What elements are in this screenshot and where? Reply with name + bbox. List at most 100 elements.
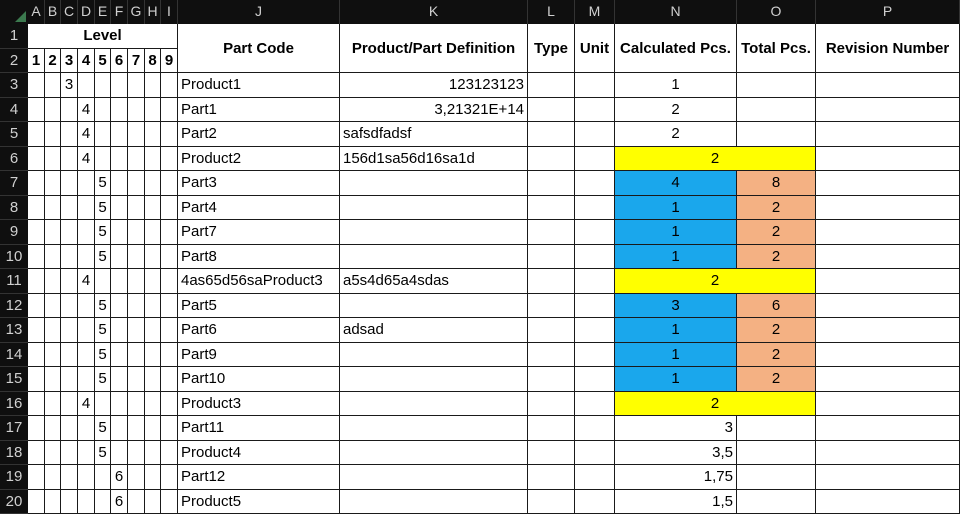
revision-number-cell[interactable] <box>816 367 960 392</box>
level-cell[interactable] <box>128 391 145 416</box>
level-cell[interactable] <box>161 220 178 245</box>
definition-cell[interactable]: 123123123 <box>340 73 528 98</box>
level-cell[interactable] <box>128 220 145 245</box>
level-value[interactable]: 6 <box>111 489 128 514</box>
level-cell[interactable] <box>145 269 161 294</box>
part-code-cell[interactable]: Product1 <box>178 73 340 98</box>
total-pcs-cell[interactable]: 2 <box>737 318 816 343</box>
level-cell[interactable] <box>78 73 95 98</box>
level-cell[interactable] <box>45 73 61 98</box>
unit-cell[interactable] <box>575 489 615 514</box>
definition-cell[interactable]: a5s4d65a4sdas <box>340 269 528 294</box>
level-cell[interactable] <box>128 416 145 441</box>
level-cell[interactable] <box>78 465 95 490</box>
level-number-7[interactable]: 7 <box>128 48 145 73</box>
total-pcs-cell[interactable] <box>737 489 816 514</box>
level-value[interactable]: 4 <box>78 391 95 416</box>
level-cell[interactable] <box>161 269 178 294</box>
part-code-cell[interactable]: Product3 <box>178 391 340 416</box>
level-number-1[interactable]: 1 <box>28 48 45 73</box>
row-header-19[interactable]: 19 <box>0 465 28 490</box>
unit-cell[interactable] <box>575 391 615 416</box>
level-header[interactable]: Level <box>28 24 178 49</box>
level-cell[interactable] <box>161 97 178 122</box>
level-cell[interactable] <box>95 269 111 294</box>
level-cell[interactable] <box>145 122 161 147</box>
definition-cell[interactable] <box>340 416 528 441</box>
definition-cell[interactable] <box>340 293 528 318</box>
level-value[interactable]: 4 <box>78 269 95 294</box>
level-cell[interactable] <box>61 220 78 245</box>
level-cell[interactable] <box>45 416 61 441</box>
level-value[interactable]: 4 <box>78 146 95 171</box>
part-code-cell[interactable]: Part11 <box>178 416 340 441</box>
type-cell[interactable] <box>528 465 575 490</box>
level-cell[interactable] <box>78 440 95 465</box>
revision-number-cell[interactable] <box>816 146 960 171</box>
level-cell[interactable] <box>28 416 45 441</box>
level-value[interactable]: 5 <box>95 195 111 220</box>
level-value[interactable]: 5 <box>95 440 111 465</box>
unit-cell[interactable] <box>575 244 615 269</box>
level-cell[interactable] <box>145 318 161 343</box>
level-value[interactable]: 5 <box>95 318 111 343</box>
column-header-i[interactable]: I <box>161 0 178 24</box>
unit-cell[interactable] <box>575 416 615 441</box>
type-cell[interactable] <box>528 269 575 294</box>
level-cell[interactable] <box>145 416 161 441</box>
level-cell[interactable] <box>145 171 161 196</box>
calculated-pcs-header[interactable]: Calculated Pcs. <box>615 24 737 73</box>
level-cell[interactable] <box>128 97 145 122</box>
level-cell[interactable] <box>128 73 145 98</box>
part-code-cell[interactable]: Product5 <box>178 489 340 514</box>
row-header-20[interactable]: 20 <box>0 489 28 514</box>
level-value[interactable]: 4 <box>78 122 95 147</box>
level-cell[interactable] <box>95 122 111 147</box>
level-cell[interactable] <box>61 171 78 196</box>
type-cell[interactable] <box>528 171 575 196</box>
level-cell[interactable] <box>78 195 95 220</box>
part-code-cell[interactable]: Part5 <box>178 293 340 318</box>
level-cell[interactable] <box>111 171 128 196</box>
level-cell[interactable] <box>95 391 111 416</box>
part-code-cell[interactable]: Part12 <box>178 465 340 490</box>
revision-number-cell[interactable] <box>816 416 960 441</box>
level-cell[interactable] <box>78 244 95 269</box>
level-cell[interactable] <box>45 269 61 294</box>
level-cell[interactable] <box>61 465 78 490</box>
unit-header[interactable]: Unit <box>575 24 615 73</box>
level-cell[interactable] <box>61 269 78 294</box>
type-cell[interactable] <box>528 122 575 147</box>
level-cell[interactable] <box>78 342 95 367</box>
definition-cell[interactable]: adsad <box>340 318 528 343</box>
row-header-15[interactable]: 15 <box>0 367 28 392</box>
level-value[interactable]: 6 <box>111 465 128 490</box>
level-cell[interactable] <box>161 171 178 196</box>
level-cell[interactable] <box>78 293 95 318</box>
column-header-m[interactable]: M <box>575 0 615 24</box>
row-header-1[interactable]: 1 <box>0 24 28 49</box>
level-cell[interactable] <box>111 244 128 269</box>
level-cell[interactable] <box>111 122 128 147</box>
level-cell[interactable] <box>145 97 161 122</box>
type-cell[interactable] <box>528 220 575 245</box>
level-cell[interactable] <box>128 440 145 465</box>
level-cell[interactable] <box>45 146 61 171</box>
total-pcs-cell[interactable]: 2 <box>737 244 816 269</box>
level-cell[interactable] <box>61 97 78 122</box>
level-cell[interactable] <box>28 391 45 416</box>
unit-cell[interactable] <box>575 318 615 343</box>
level-cell[interactable] <box>128 293 145 318</box>
calculated-pcs-cell[interactable]: 2 <box>615 97 737 122</box>
type-cell[interactable] <box>528 367 575 392</box>
level-value[interactable]: 3 <box>61 73 78 98</box>
level-cell[interactable] <box>128 244 145 269</box>
calculated-pcs-cell[interactable]: 1 <box>615 342 737 367</box>
calculated-pcs-cell[interactable]: 4 <box>615 171 737 196</box>
unit-cell[interactable] <box>575 171 615 196</box>
part-code-header[interactable]: Part Code <box>178 24 340 73</box>
level-cell[interactable] <box>61 416 78 441</box>
level-number-6[interactable]: 6 <box>111 48 128 73</box>
unit-cell[interactable] <box>575 97 615 122</box>
select-all-corner[interactable] <box>0 0 28 24</box>
